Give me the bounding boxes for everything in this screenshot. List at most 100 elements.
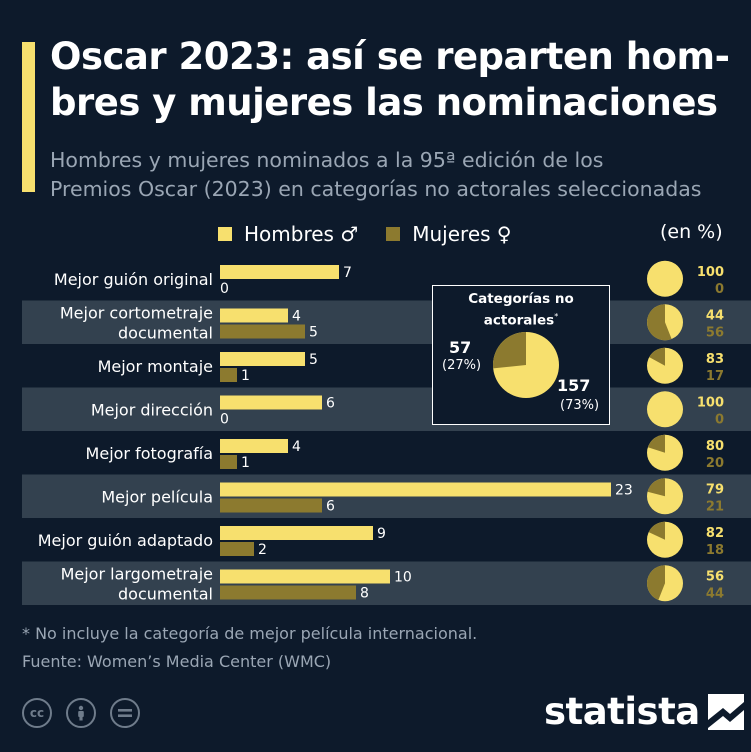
- percent-men: 100: [697, 265, 724, 280]
- category-label: Mejor montaje: [98, 357, 213, 376]
- category-label: Mejor guión original: [54, 270, 213, 289]
- bar-women-label: 0: [220, 281, 229, 297]
- legend-label-men: Hombres ♂: [244, 222, 359, 246]
- chart-legend: Hombres ♂ Mujeres ♀: [218, 220, 540, 248]
- bar-women-label: 2: [258, 542, 267, 558]
- percent-women: 0: [715, 282, 724, 297]
- row-pie-women: [647, 304, 672, 341]
- percent-women: 21: [706, 499, 724, 514]
- bar-men-label: 6: [326, 396, 335, 412]
- statista-mark-icon: [707, 693, 744, 730]
- category-label: Mejor guión adaptado: [38, 531, 213, 550]
- bar-men: [220, 265, 339, 279]
- inset-title-footnote-mark: *: [554, 312, 559, 321]
- inset-men-value: 157: [557, 376, 591, 395]
- bar-men-label: 23: [615, 483, 633, 499]
- cc-icon[interactable]: cc: [22, 698, 52, 728]
- inset-women-percent: (27%): [442, 358, 482, 373]
- title-accent-bar: [22, 42, 35, 192]
- bar-women: [220, 324, 305, 339]
- category-label-line: Mejor largometraje: [61, 564, 213, 583]
- bar-men: [220, 308, 288, 323]
- legend-swatch-women: [386, 227, 401, 241]
- category-label: Mejor largometraje documental: [61, 564, 213, 603]
- row-band: [22, 387, 751, 431]
- category-label-line: Mejor cortometraje: [60, 303, 213, 322]
- bar-women-label: 1: [241, 455, 250, 471]
- category-label: Mejor dirección: [91, 400, 213, 419]
- row-pie-women: [647, 434, 665, 453]
- percent-unit-label: (en %): [660, 221, 723, 243]
- title-line-2: bres y mujeres las nominaciones: [50, 81, 718, 124]
- title-line-1: Oscar 2023: así se reparten hom-: [50, 35, 730, 78]
- row-band: [22, 300, 751, 344]
- subtitle-line-1: Hombres y mujeres nominados a la 95ª edi…: [50, 148, 604, 172]
- percent-men: 100: [697, 395, 724, 410]
- percent-women: 44: [706, 586, 724, 601]
- row-pie-women: [648, 521, 665, 540]
- bar-men: [220, 352, 305, 366]
- bar-men-label: 4: [292, 309, 301, 325]
- bar-men-label: 4: [292, 439, 301, 455]
- category-label-line: documental: [118, 323, 213, 342]
- inset-pie-slice-women: [492, 332, 526, 369]
- inset-pie-chart: [492, 332, 559, 398]
- bar-women-label: 0: [220, 412, 229, 428]
- percent-men: 82: [706, 526, 724, 541]
- bar-women: [220, 498, 322, 513]
- nd-icon[interactable]: [110, 698, 140, 728]
- row-pie-men: [647, 391, 683, 428]
- percent-women: 17: [706, 369, 724, 384]
- bar-women-label: 6: [326, 499, 335, 515]
- statista-logo[interactable]: statista: [544, 690, 744, 733]
- subtitle-line-2: Premios Oscar (2023) en categorías no ac…: [50, 177, 702, 201]
- percent-women: 56: [706, 325, 724, 340]
- inset-title-line-2: actorales: [483, 312, 555, 329]
- bar-women: [220, 368, 237, 382]
- legend-label-women: Mujeres ♀: [412, 222, 512, 246]
- legend-swatch-men: [218, 227, 232, 241]
- source-note: Fuente: Women’s Media Center (WMC): [22, 652, 332, 671]
- category-label: Mejor cortometraje documental: [60, 303, 213, 342]
- percent-men: 80: [706, 439, 724, 454]
- row-pie-women: [647, 478, 665, 497]
- bar-men: [220, 395, 322, 410]
- bar-men: [220, 439, 288, 453]
- bar-women: [220, 455, 237, 469]
- bar-men: [220, 482, 611, 497]
- bar-women-label: 8: [360, 586, 369, 602]
- percent-women: 0: [715, 412, 724, 427]
- bar-men-label: 10: [394, 570, 412, 586]
- bar-men-label: 5: [309, 352, 318, 368]
- by-icon[interactable]: [66, 698, 96, 728]
- brand-wordmark: statista: [544, 690, 700, 733]
- inset-women-value: 57: [449, 338, 472, 357]
- percent-women: 20: [706, 456, 724, 471]
- legend-item-men: Hombres ♂: [218, 222, 358, 246]
- percent-men: 83: [706, 352, 724, 367]
- percent-women: 18: [706, 543, 724, 558]
- legend-item-women: Mujeres ♀: [386, 222, 512, 246]
- percent-men: 44: [706, 308, 724, 323]
- row-pie-women: [649, 347, 665, 366]
- inset-title-line-1: Categorías no: [468, 291, 574, 307]
- inset-men-percent: (73%): [560, 398, 600, 413]
- bar-men-label: 9: [377, 526, 386, 542]
- inset-pie-title: Categorías no actorales*: [433, 291, 609, 330]
- percent-men: 56: [706, 569, 724, 584]
- row-pie-men: [647, 260, 683, 297]
- row-pie-women: [646, 565, 665, 600]
- bar-women: [220, 542, 254, 556]
- percent-men: 79: [706, 482, 724, 497]
- license-icons: cc: [22, 698, 154, 728]
- bar-women-label: 5: [309, 325, 318, 341]
- inset-pie-panel: Categorías no actorales* 57 (27%) 157 (7…: [432, 285, 610, 425]
- bar-men: [220, 569, 390, 584]
- chart-title: Oscar 2023: así se reparten hom- bres y …: [50, 34, 740, 126]
- bar-women: [220, 585, 356, 600]
- footnote: * No incluye la categoría de mejor pelíc…: [22, 624, 478, 643]
- category-label-line: documental: [118, 584, 213, 603]
- category-label: Mejor película: [101, 487, 213, 506]
- category-label: Mejor fotografía: [86, 444, 213, 463]
